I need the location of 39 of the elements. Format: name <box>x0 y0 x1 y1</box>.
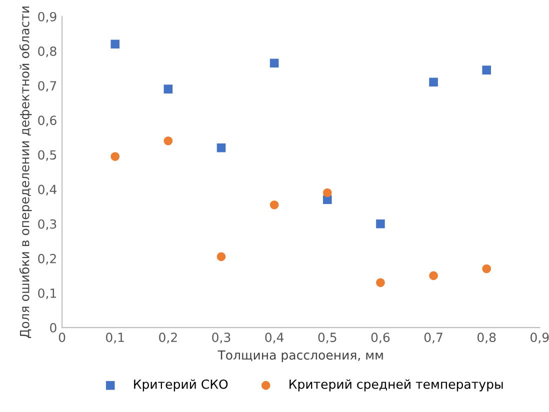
point <box>376 219 385 228</box>
point <box>482 66 491 74</box>
point <box>164 84 173 94</box>
point <box>164 136 173 146</box>
y-axis-title: Доля ошибки в опеределении дефектной области <box>19 6 32 338</box>
x-tick-label: 0,7 <box>424 332 442 344</box>
point <box>322 188 332 198</box>
point <box>482 264 491 274</box>
y-tick-label: 0,2 <box>38 254 56 265</box>
point <box>429 271 438 280</box>
x-tick-label: 0,8 <box>477 332 496 344</box>
y-tick-label: 0,8 <box>38 46 56 58</box>
point <box>216 252 226 262</box>
point <box>110 152 120 161</box>
y-tick-label: 0 <box>50 323 56 332</box>
y-tick-label: 0,9 <box>38 12 56 23</box>
x-tick-label: 0,2 <box>159 332 177 344</box>
x-tick-label: 0,9 <box>530 332 549 344</box>
point <box>270 200 279 210</box>
y-tick-label: 0,5 <box>38 150 56 161</box>
x-tick-label: 0,5 <box>318 332 336 344</box>
point <box>270 58 279 68</box>
x-tick-label: 0 <box>58 332 66 342</box>
y-tick-label: 0,4 <box>38 184 56 196</box>
x-tick-label: 0,4 <box>265 332 284 344</box>
point <box>429 78 438 87</box>
x-tick-label: 0,6 <box>371 332 390 344</box>
y-tick-label: 0,6 <box>38 116 56 126</box>
legend-label: Критерий СКО <box>134 379 228 392</box>
y-tick-label: 0,1 <box>38 288 56 300</box>
x-tick-label: 0,1 <box>106 332 124 344</box>
x-axis-title: Толщина расслоения, мм <box>218 350 383 362</box>
y-tick-label: 0,3 <box>38 219 56 230</box>
point <box>376 278 385 287</box>
legend-label: Критерий средней температуры <box>290 379 503 392</box>
point <box>110 40 120 49</box>
x-tick-label: 0,3 <box>212 332 230 344</box>
y-tick-label: 0,7 <box>38 81 56 92</box>
point <box>216 143 226 152</box>
